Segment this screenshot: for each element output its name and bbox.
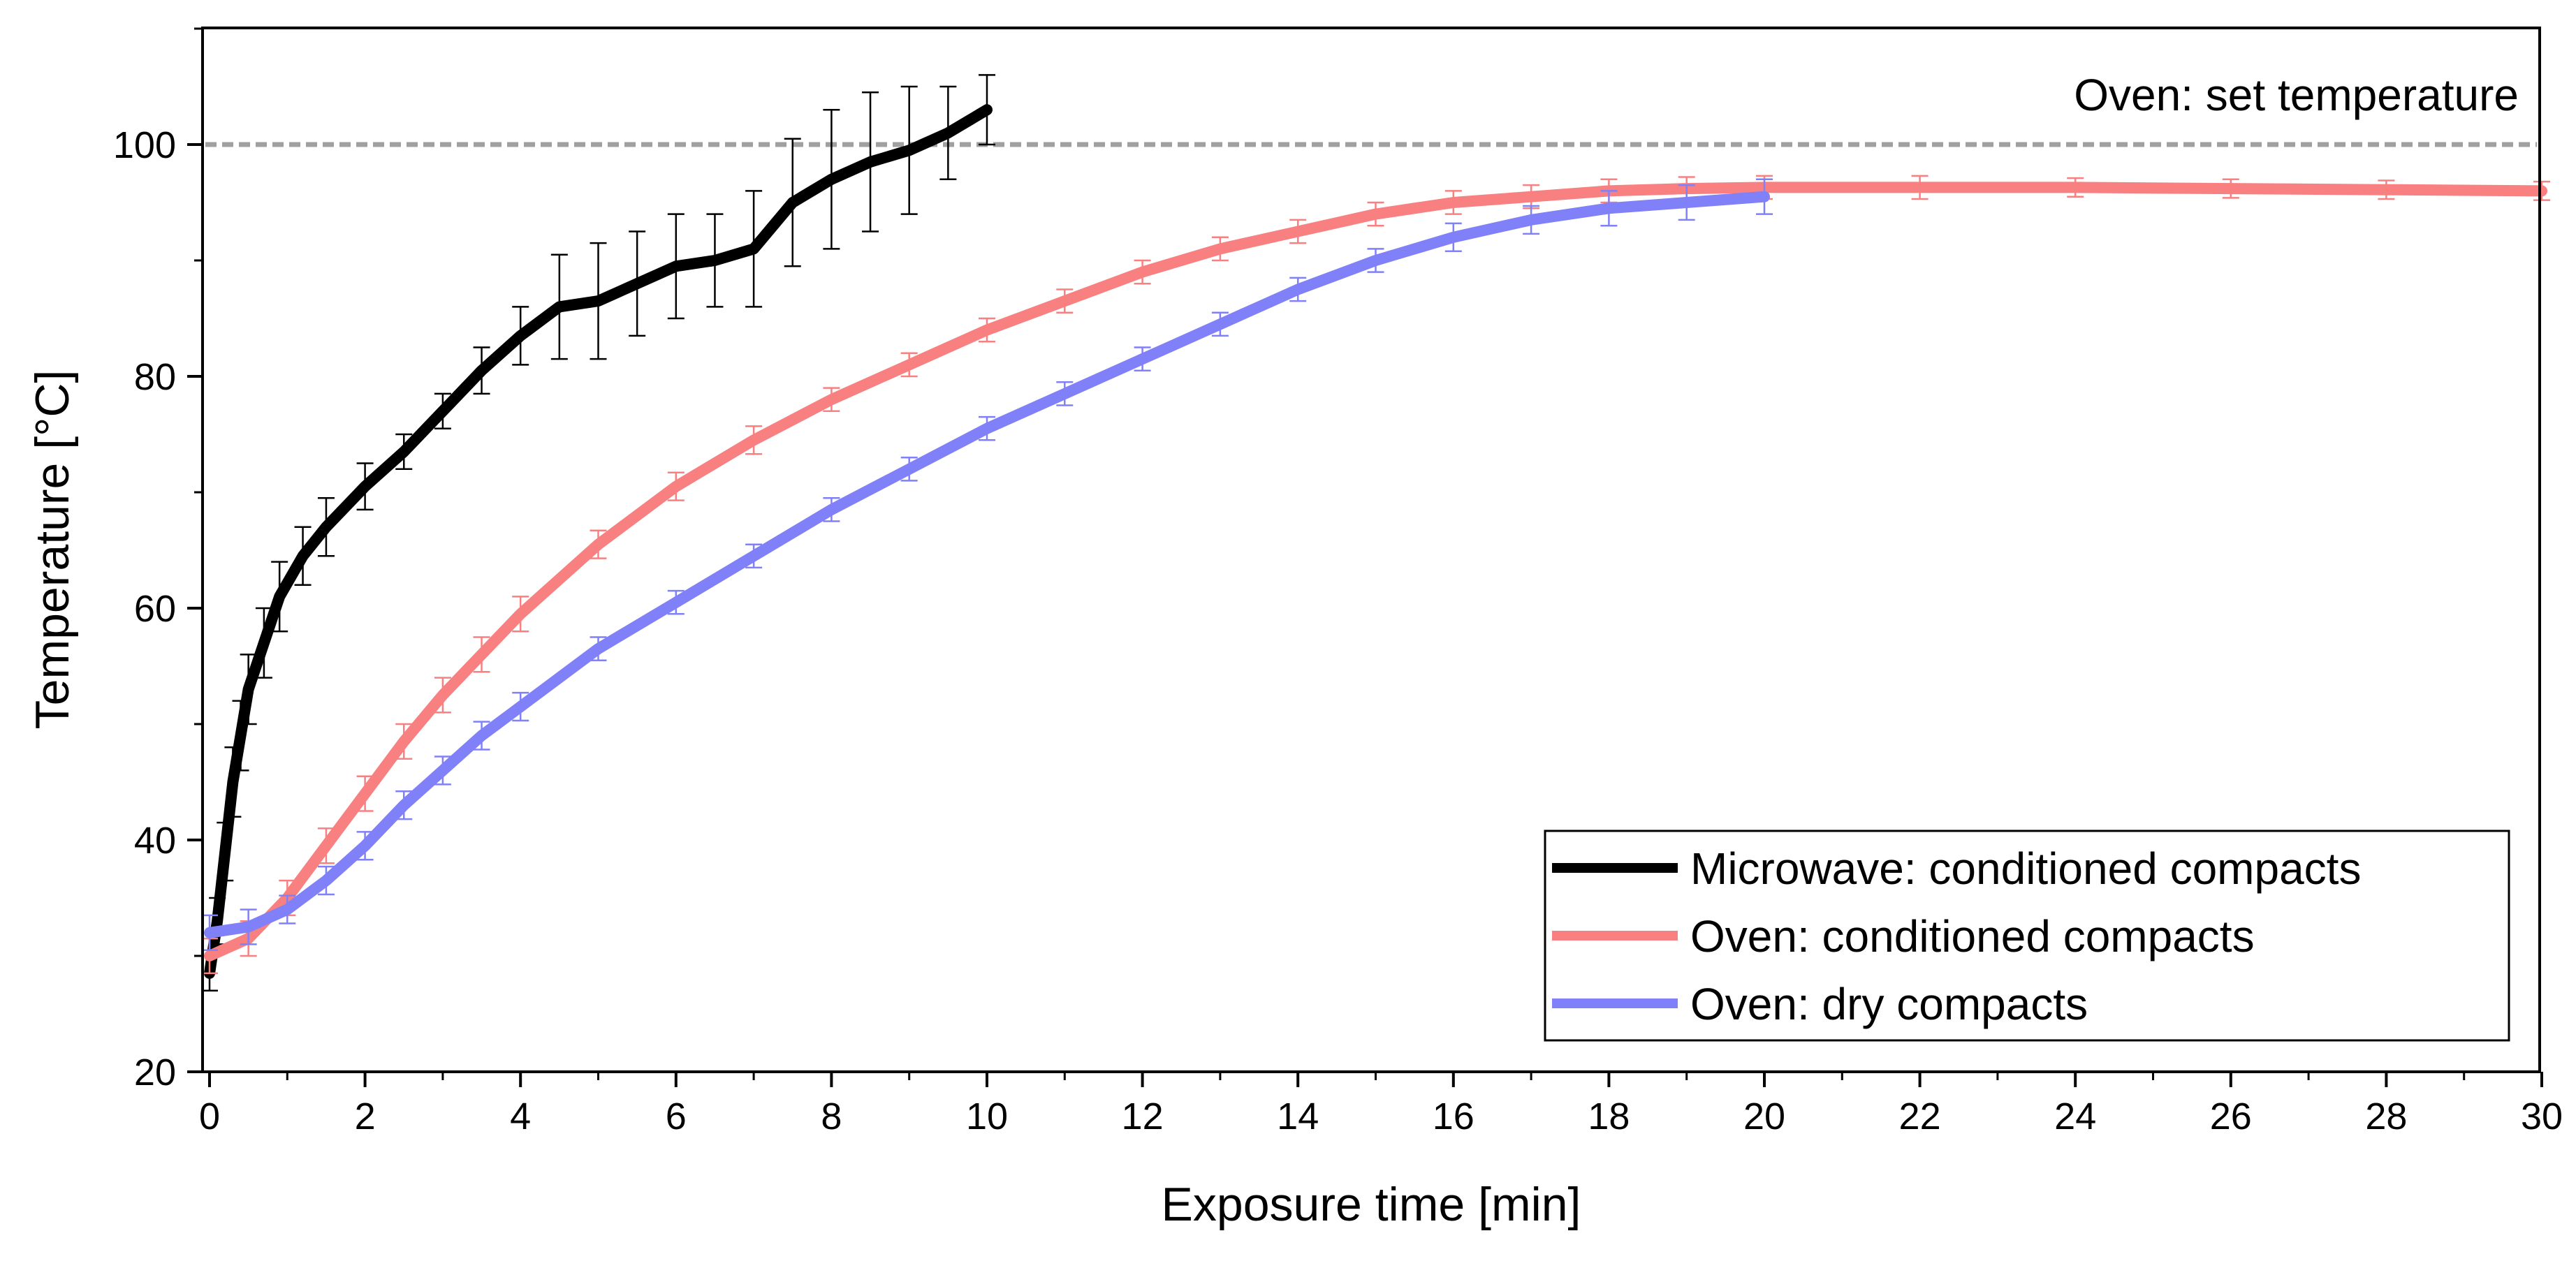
series-oven-conditioned bbox=[201, 175, 2550, 975]
x-tick-label: 20 bbox=[1743, 1096, 1785, 1137]
y-tick-label: 80 bbox=[134, 356, 176, 398]
x-tick-label: 28 bbox=[2365, 1096, 2407, 1137]
series-layer bbox=[201, 74, 2550, 992]
series-microwave bbox=[201, 74, 995, 992]
series-oven-dry bbox=[201, 178, 1773, 951]
y-tick-label: 100 bbox=[113, 124, 176, 166]
y-axis-label: Temperature [°C] bbox=[26, 370, 79, 730]
x-tick-label: 12 bbox=[1122, 1096, 1164, 1137]
y-tick-label: 40 bbox=[134, 820, 176, 862]
legend-box bbox=[1544, 830, 2510, 1042]
series-line-oven-dry bbox=[204, 191, 1770, 938]
y-tick-label: 60 bbox=[134, 588, 176, 630]
x-tick-label: 14 bbox=[1277, 1096, 1319, 1137]
x-tick-label: 8 bbox=[821, 1096, 842, 1137]
plot-frame bbox=[201, 27, 2541, 1073]
x-tick-label: 10 bbox=[966, 1096, 1008, 1137]
set-temperature-annotation: Oven: set temperature bbox=[2074, 70, 2519, 120]
x-tick-label: 6 bbox=[666, 1096, 687, 1137]
x-tick-label: 30 bbox=[2521, 1096, 2563, 1137]
legend-label-microwave: Microwave: conditioned compacts bbox=[1690, 843, 2361, 894]
y-tick-label: 20 bbox=[134, 1052, 176, 1093]
x-tick-label: 24 bbox=[2054, 1096, 2096, 1137]
legend-label-oven-dry: Oven: dry compacts bbox=[1690, 979, 2088, 1029]
x-tick-label: 0 bbox=[199, 1096, 220, 1137]
legend: Microwave: conditioned compacts Oven: co… bbox=[1544, 830, 2510, 1042]
x-tick-label: 22 bbox=[1899, 1096, 1941, 1137]
x-tick-label: 2 bbox=[355, 1096, 376, 1137]
x-tick-label: 16 bbox=[1433, 1096, 1474, 1137]
legend-label-oven-conditioned: Oven: conditioned compacts bbox=[1690, 911, 2255, 961]
x-axis-label: Exposure time [min] bbox=[1162, 1178, 1581, 1231]
series-line-oven-conditioned bbox=[204, 182, 2547, 961]
x-tick-label: 26 bbox=[2210, 1096, 2252, 1137]
series-line-microwave bbox=[204, 104, 993, 979]
x-tick-label: 4 bbox=[510, 1096, 531, 1137]
x-tick-label: 18 bbox=[1588, 1096, 1630, 1137]
